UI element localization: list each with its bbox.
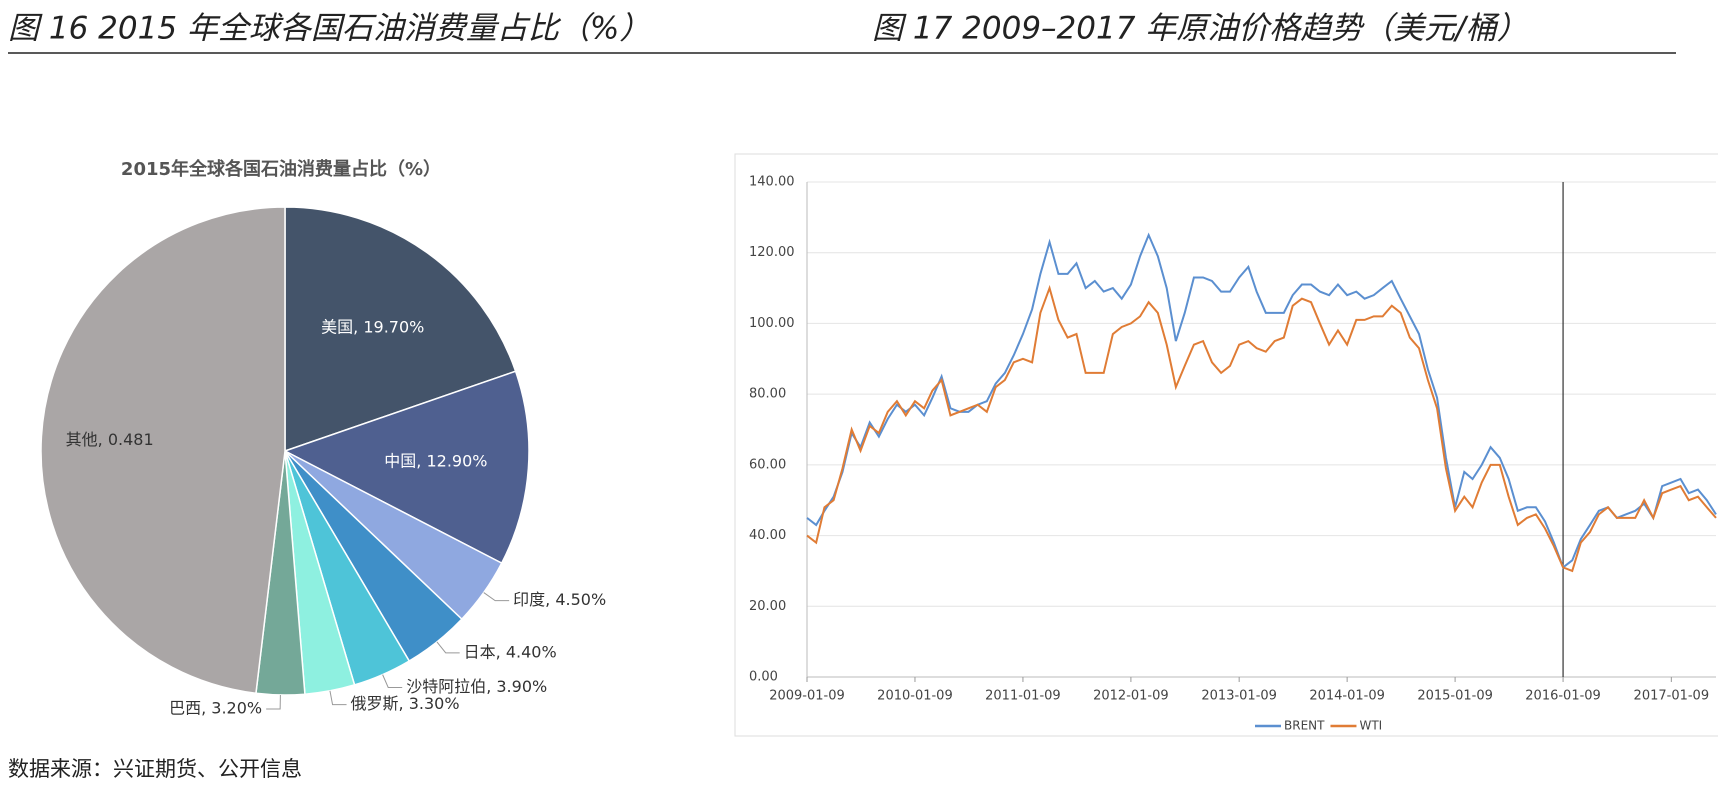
y-tick-label: 140.00 [749, 175, 795, 190]
x-tick-label: 2011-01-09 [985, 689, 1061, 704]
x-tick-label: 2015-01-09 [1417, 689, 1493, 704]
pie-slice [284, 206, 517, 453]
pie-slice [40, 206, 286, 695]
x-tick-label: 2014-01-09 [1309, 689, 1385, 704]
x-tick-label: 2010-01-09 [877, 689, 953, 704]
price-line [806, 232, 1717, 570]
pie-slice [283, 370, 530, 565]
source-note: 数据来源：兴证期货、公开信息 [8, 757, 302, 781]
data-label: 美国, 19.70% [321, 317, 424, 336]
leader-line [382, 674, 403, 688]
x-tick-label: 2009-01-09 [769, 689, 845, 704]
data-label: 沙特阿拉伯, 3.90% [406, 677, 547, 696]
data-label: 日本, 4.40% [464, 642, 557, 661]
y-tick-label: 60.00 [749, 457, 786, 472]
data-label: 中国, 12.90% [384, 451, 487, 470]
data-label: 印度, 4.50% [513, 590, 606, 609]
x-tick-label: 2017-01-09 [1634, 689, 1710, 704]
y-tick-label: 120.00 [749, 245, 795, 260]
data-label: 其他, 0.481 [66, 430, 154, 449]
legend-label: BRENT [1284, 719, 1325, 733]
data-label: 俄罗斯, 3.30% [351, 694, 460, 713]
price-line [806, 284, 1717, 573]
data-label: 巴西, 3.20% [169, 698, 262, 717]
leader-line [436, 641, 460, 654]
x-tick-label: 2012-01-09 [1093, 689, 1169, 704]
figure-caption: 图 17 2009–2017 年原油价格趋势（美元/桶） [872, 11, 1528, 47]
leader-line [483, 592, 510, 602]
figure-caption: 图 16 2015 年全球各国石油消费量占比（%） [8, 11, 650, 47]
y-tick-label: 80.00 [749, 387, 786, 402]
legend-label: WTI [1359, 719, 1382, 733]
chart-title: 2015年全球各国石油消费量占比（%） [121, 158, 441, 180]
leader-line [329, 690, 347, 706]
y-tick-label: 40.00 [749, 528, 786, 543]
chart-frame [734, 153, 1718, 737]
x-tick-label: 2016-01-09 [1525, 689, 1601, 704]
y-tick-label: 100.00 [749, 316, 795, 331]
y-tick-label: 20.00 [749, 599, 786, 614]
x-tick-label: 2013-01-09 [1201, 689, 1277, 704]
y-tick-label: 0.00 [749, 670, 778, 685]
leader-line [266, 694, 281, 710]
